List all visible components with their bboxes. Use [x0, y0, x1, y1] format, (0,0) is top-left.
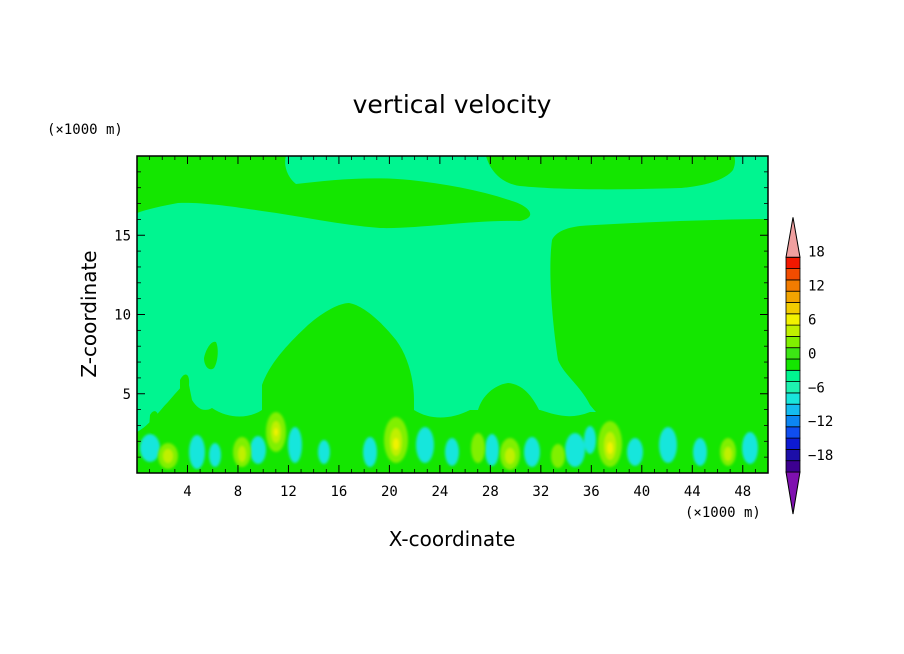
colorbar-box — [785, 437, 801, 450]
x-tick-label: 12 — [280, 484, 297, 500]
x-tick-label: 16 — [330, 484, 347, 500]
colorbar-box — [785, 324, 801, 337]
colorbar-box — [785, 426, 801, 439]
colorbar-box — [785, 381, 801, 394]
x-tick-label: 4 — [183, 484, 191, 500]
x-tick-label: 28 — [482, 484, 499, 500]
contour-updraft-cores — [158, 412, 736, 470]
x-tick-label: 32 — [532, 484, 549, 500]
x-tick-label: 44 — [684, 484, 701, 500]
colorbar-box — [785, 268, 801, 281]
colorbar-box — [785, 313, 801, 326]
colorbar-box — [785, 403, 801, 416]
colorbar-box — [785, 347, 801, 360]
colorbar-label: −6 — [808, 380, 825, 396]
colorbar-label: 12 — [808, 279, 825, 295]
colorbar-box — [785, 369, 801, 382]
x-axis-ticks: 4 8 12 16 20 24 28 32 36 40 44 48 — [149, 156, 756, 500]
colorbar-box — [785, 448, 801, 462]
colorbar-box — [785, 302, 801, 315]
colorbar-box — [785, 279, 801, 292]
colorbar-label: 18 — [808, 245, 825, 261]
x-tick-label: 48 — [734, 484, 751, 500]
y-axis-label: Z-coordinate — [77, 250, 101, 377]
x-axis-label: X-coordinate — [389, 527, 516, 551]
y-axis-ticks: 5 10 15 — [114, 171, 768, 458]
colorbar-label: −12 — [808, 414, 833, 430]
x-tick-label: 20 — [381, 484, 398, 500]
contour-field — [137, 156, 768, 473]
y-tick-label: 5 — [123, 387, 131, 403]
y-axis-unit: (×1000 m) — [47, 122, 123, 138]
x-tick-label: 24 — [431, 484, 448, 500]
colorbar-box — [785, 256, 801, 269]
contour-updraft-streaks — [149, 361, 719, 434]
y-tick-label: 10 — [114, 308, 131, 324]
colorbar-label: 6 — [808, 312, 816, 328]
x-tick-label: 40 — [633, 484, 650, 500]
colorbar-box — [785, 335, 801, 349]
colorbar-box — [785, 460, 801, 473]
colorbar-label: −18 — [808, 448, 833, 464]
colorbar-under-triangle — [785, 471, 801, 515]
colorbar-box — [785, 392, 801, 405]
colorbar: −18 −12 −6 0 6 12 18 — [785, 217, 833, 515]
colorbar-label: 0 — [808, 346, 816, 362]
contour-small-blob — [204, 341, 218, 370]
x-axis-unit: (×1000 m) — [685, 505, 761, 521]
x-tick-label: 36 — [583, 484, 600, 500]
colorbar-box — [785, 415, 801, 428]
contour-upper-right-updraft — [486, 156, 735, 190]
x-tick-label: 8 — [234, 484, 242, 500]
colorbar-over-triangle — [785, 217, 801, 258]
contour-upper-left-updraft — [137, 156, 531, 229]
colorbar-box — [785, 290, 801, 303]
y-tick-label: 15 — [114, 228, 131, 244]
contour-right-updraft-column — [550, 219, 768, 473]
contour-downdraft-patches — [140, 426, 758, 469]
colorbar-box — [785, 358, 801, 371]
chart-title: vertical velocity — [353, 90, 552, 119]
